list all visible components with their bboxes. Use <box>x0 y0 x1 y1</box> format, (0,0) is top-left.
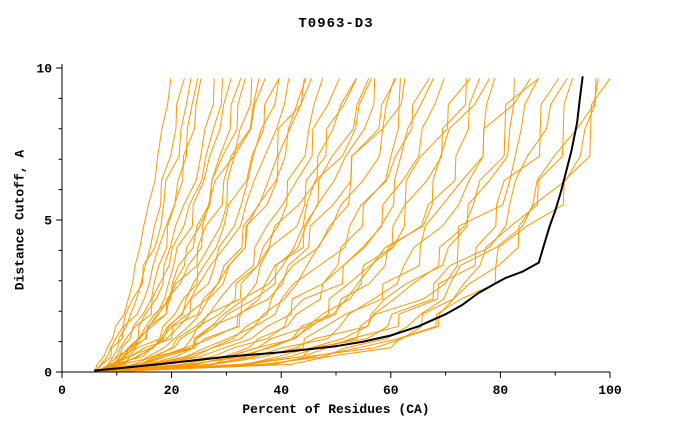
model-curve <box>105 78 370 373</box>
model-curve <box>94 78 253 373</box>
model-curve <box>99 78 307 373</box>
x-tick-label: 40 <box>273 383 289 398</box>
model-curve <box>99 78 559 373</box>
x-tick-label: 0 <box>58 383 66 398</box>
model-curve <box>94 78 599 373</box>
x-tick-label: 100 <box>598 383 622 398</box>
model-curve <box>105 78 199 373</box>
model-curve <box>94 78 357 373</box>
model-curve <box>99 78 185 373</box>
x-axis-label: Percent of Residues (CA) <box>242 402 430 417</box>
model-curve <box>94 78 172 373</box>
model-curve <box>94 78 202 373</box>
model-curve <box>105 78 573 373</box>
model-curve <box>99 78 215 373</box>
model-curve <box>105 78 406 373</box>
y-tick-label: 5 <box>44 214 52 229</box>
model-curve <box>99 78 430 373</box>
model-curve <box>94 78 471 373</box>
model-curve <box>94 78 312 373</box>
model-curve <box>94 78 401 373</box>
model-curve <box>99 78 376 373</box>
model-curve <box>94 78 611 373</box>
model-curve <box>94 78 260 373</box>
model-curve <box>99 78 597 373</box>
highlight-curve <box>93 76 584 372</box>
model-curve <box>105 78 445 373</box>
x-tick-label: 80 <box>493 383 509 398</box>
model-curve <box>99 78 397 373</box>
model-curve <box>94 78 242 373</box>
model-curve <box>105 78 290 373</box>
model-curve <box>94 78 305 373</box>
model-curve <box>94 78 434 373</box>
chart-title: T0963-D3 <box>298 16 374 32</box>
model-curve <box>94 78 223 373</box>
model-curve <box>94 78 192 373</box>
model-curve <box>94 78 340 373</box>
model-curve <box>94 78 490 373</box>
x-tick-label: 20 <box>164 383 180 398</box>
x-tick-label: 60 <box>383 383 399 398</box>
y-tick-label: 0 <box>44 366 52 381</box>
model-curve <box>99 78 280 373</box>
model-curve <box>105 78 481 373</box>
model-curve <box>99 78 515 373</box>
model-curve <box>94 78 280 373</box>
model-curve <box>94 78 395 373</box>
model-curve <box>105 78 531 373</box>
y-tick-label: 10 <box>36 62 52 77</box>
